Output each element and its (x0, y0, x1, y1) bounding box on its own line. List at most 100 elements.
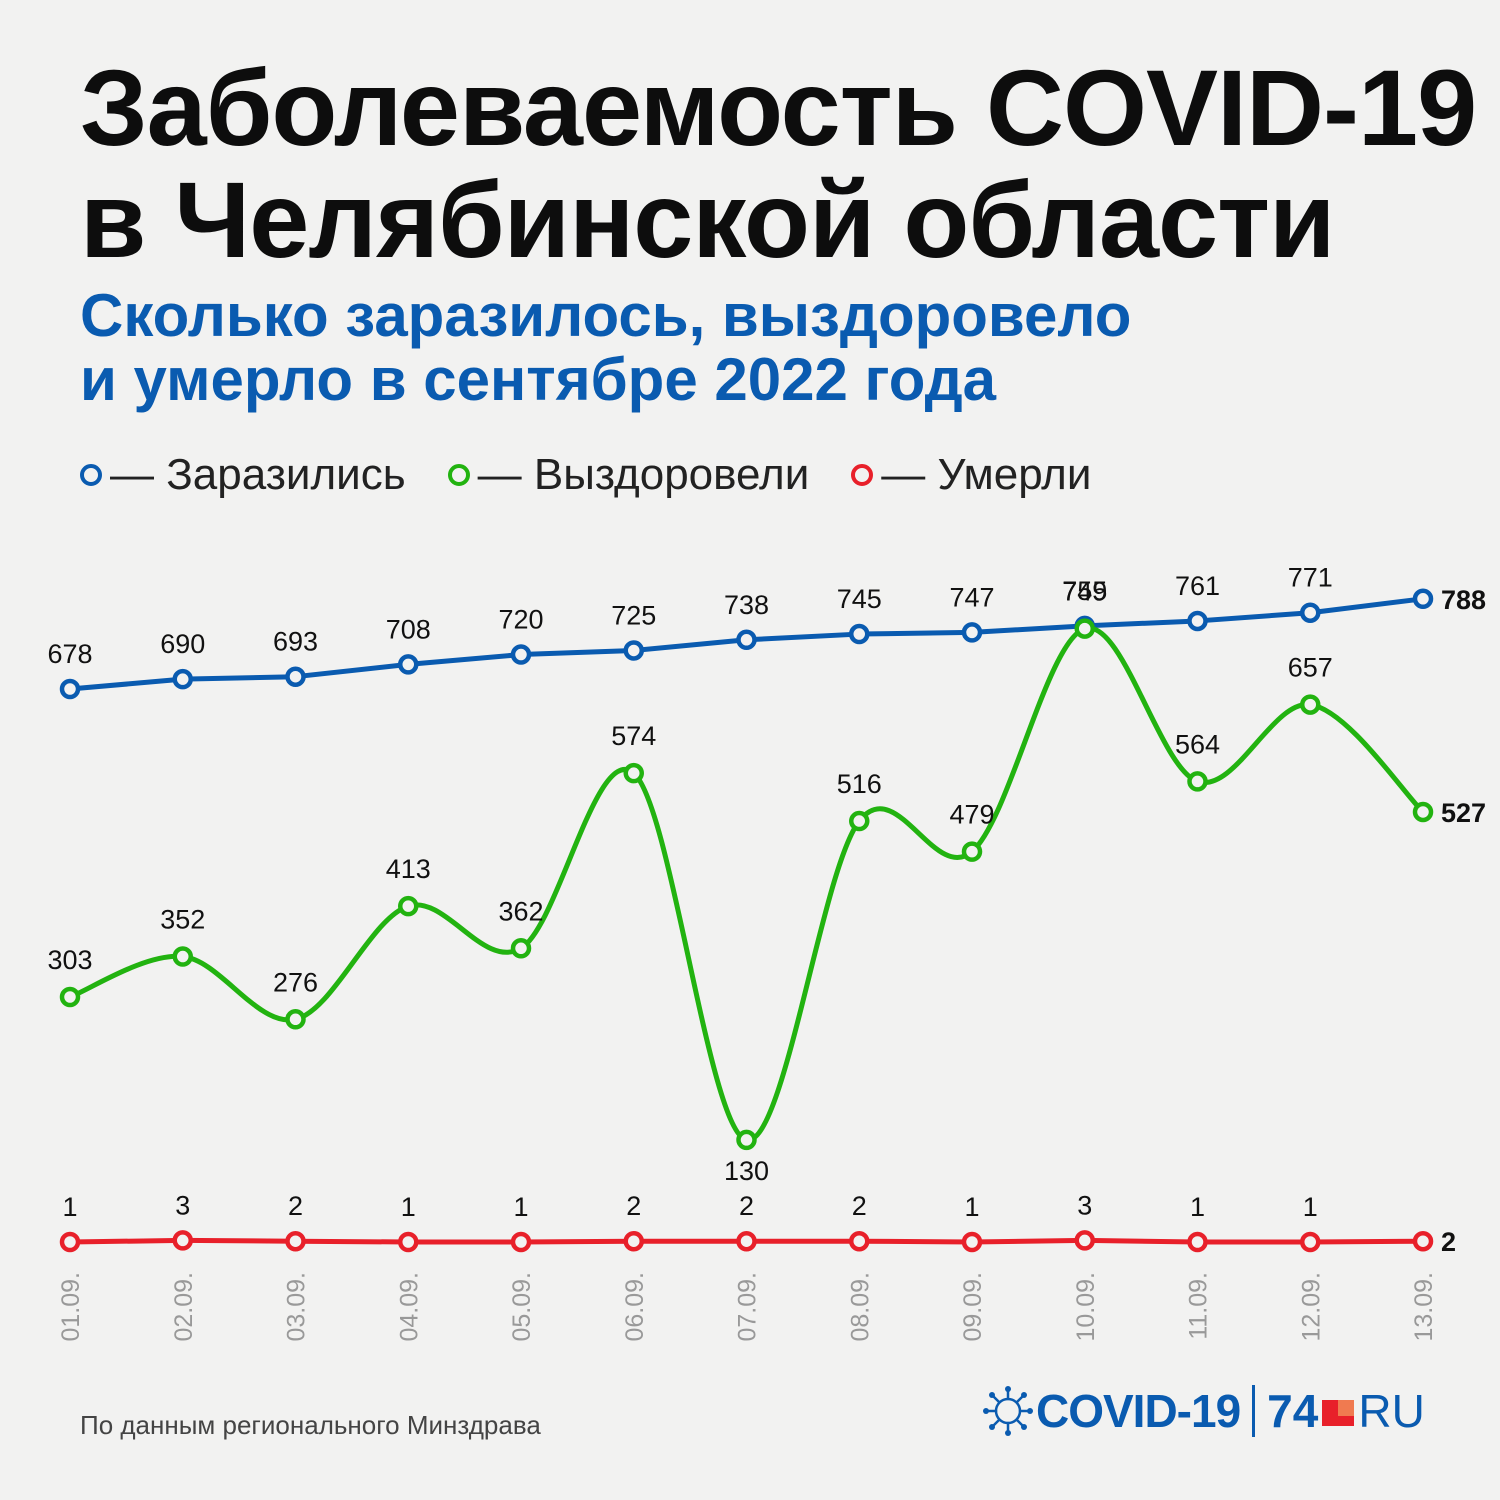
data-point (1300, 694, 1321, 715)
data-label: 755 (1062, 576, 1107, 606)
data-point (59, 678, 81, 700)
brand-squares-icon (1322, 1394, 1356, 1428)
data-point (510, 1231, 532, 1253)
x-tick-label: 05.09. (508, 1272, 536, 1342)
data-point (849, 810, 870, 832)
source-note: По данным регионального Минздрава (80, 1410, 541, 1440)
legend-item-infected: — Заразились (80, 450, 406, 500)
data-point (623, 640, 644, 661)
data-label: 276 (273, 967, 318, 997)
data-label: 693 (273, 627, 318, 657)
data-label: 574 (611, 721, 656, 751)
data-point (510, 938, 532, 959)
data-label: 749 (1062, 577, 1107, 607)
data-point (1074, 1230, 1095, 1251)
data-label: 479 (949, 800, 994, 830)
title-line-2: в Челябинской области (80, 159, 1335, 280)
data-label: 352 (160, 905, 205, 935)
brand-separator (1252, 1385, 1256, 1437)
data-point (1412, 1230, 1434, 1252)
data-label: 413 (386, 854, 431, 884)
data-point (1187, 1231, 1208, 1253)
x-tick-label: 09.09. (959, 1272, 987, 1342)
data-label: 657 (1288, 653, 1333, 683)
data-point (510, 644, 532, 665)
data-label: 1 (401, 1192, 416, 1222)
data-point (1187, 610, 1208, 632)
data-label: 771 (1288, 563, 1333, 593)
data-label: 1 (1303, 1192, 1318, 1222)
subtitle-line-2: и умерло в сентябре 2022 года (80, 346, 997, 413)
data-point (736, 1129, 757, 1151)
chart-legend: — Заразились — Выздоровели — Умерли (80, 450, 1133, 500)
x-tick-label: 01.09. (57, 1272, 85, 1342)
x-tick-label: 12.09. (1297, 1272, 1325, 1342)
data-label: 2 (852, 1191, 867, 1221)
data-point (172, 668, 193, 690)
subtitle-line-1: Сколько заразилось, выздоровело (80, 282, 1132, 349)
legend-marker-infected (80, 464, 102, 486)
data-label: 2 (1441, 1227, 1456, 1257)
legend-label-infected: — Заразились (110, 450, 406, 499)
data-point (59, 1231, 81, 1253)
data-point (961, 841, 983, 862)
data-label: 1 (964, 1192, 979, 1222)
x-tick-label: 07.09. (734, 1272, 762, 1342)
brand-logo: COVID-19 74 RU (982, 1376, 1425, 1446)
data-label: 516 (837, 769, 882, 799)
data-label: 738 (724, 590, 769, 620)
brand-ru-text: RU (1358, 1385, 1425, 1437)
data-point (285, 666, 306, 687)
x-tick-label: 11.09. (1185, 1272, 1213, 1340)
data-point (172, 946, 193, 967)
data-point (849, 623, 870, 645)
data-label: 3 (1077, 1190, 1092, 1220)
data-point (1187, 771, 1208, 792)
data-point (285, 1230, 306, 1252)
data-label: 761 (1175, 571, 1220, 601)
legend-item-died: — Умерли (851, 450, 1091, 500)
brand-covid-text: COVID-19 (1036, 1385, 1241, 1437)
data-label: 690 (160, 629, 205, 659)
data-label: 2 (288, 1191, 303, 1221)
x-tick-label: 10.09. (1072, 1272, 1100, 1342)
data-point (1412, 588, 1434, 610)
x-tick-label: 03.09. (283, 1272, 311, 1342)
legend-label-recovered: — Выздоровели (477, 450, 810, 499)
data-point (736, 629, 757, 651)
data-label: 2 (626, 1191, 641, 1221)
virus-icon (983, 1386, 1033, 1436)
data-label: 720 (498, 605, 543, 635)
data-label: 1 (62, 1192, 77, 1222)
data-label: 788 (1441, 585, 1486, 615)
data-point (172, 1230, 193, 1251)
data-label: 725 (611, 600, 656, 630)
data-label: 2 (739, 1191, 754, 1221)
data-label: 527 (1441, 798, 1486, 828)
legend-marker-died (851, 464, 874, 486)
data-point (623, 1230, 644, 1252)
data-label: 564 (1175, 729, 1220, 759)
data-point (961, 1231, 983, 1253)
x-tick-label: 02.09. (170, 1272, 198, 1342)
data-label: 708 (386, 614, 431, 644)
x-tick-label: 06.09. (621, 1272, 649, 1342)
data-label: 1 (1190, 1192, 1205, 1222)
data-point (1412, 801, 1434, 823)
legend-label-died: — Умерли (881, 450, 1092, 499)
data-point (736, 1230, 757, 1252)
data-label: 678 (47, 639, 92, 669)
title-line-1: Заболеваемость COVID-19 (80, 47, 1477, 168)
data-label: 303 (47, 945, 92, 975)
page-title: Заболеваемость COVID-19 в Челябинской об… (80, 47, 1477, 280)
data-point (398, 654, 419, 675)
data-label: 362 (498, 896, 543, 926)
data-point (1300, 602, 1321, 623)
data-point (1074, 618, 1095, 639)
data-label: 1 (513, 1192, 528, 1222)
data-point (398, 1231, 419, 1253)
legend-marker-recovered (447, 464, 470, 486)
data-label: 747 (949, 582, 994, 612)
legend-item-recovered: — Выздоровели (447, 450, 810, 500)
x-tick-label: 08.09. (846, 1272, 874, 1342)
